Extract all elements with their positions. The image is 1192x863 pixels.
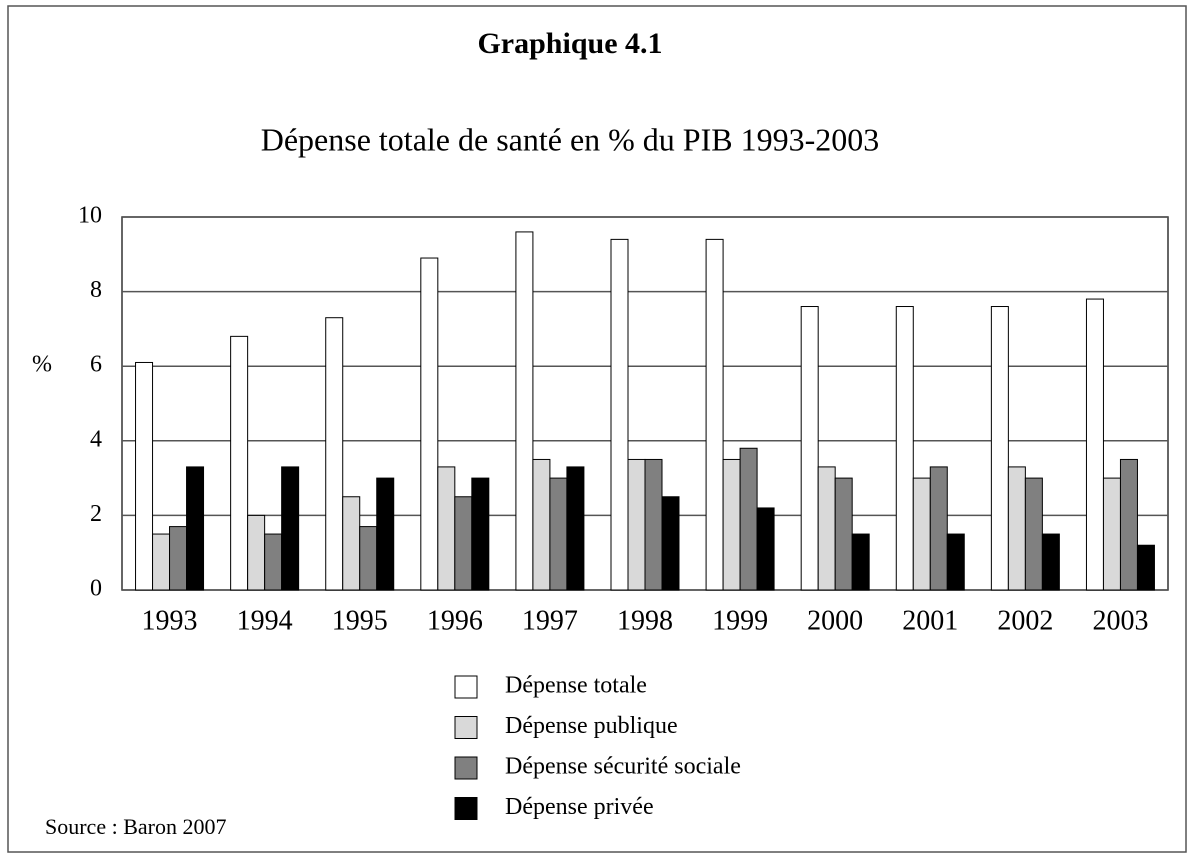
bar: [1085, 298, 1104, 591]
bar: [454, 496, 473, 591]
bar: [627, 458, 646, 591]
bar: [722, 458, 741, 591]
bar: [420, 257, 439, 591]
bar: [929, 466, 948, 591]
bar: [946, 533, 965, 591]
bar: [1041, 533, 1060, 591]
x-tick-label: 1996: [427, 605, 483, 636]
chart-subtitle: Dépense totale de santé en % du PIB 1993…: [261, 121, 880, 157]
bar: [549, 477, 568, 591]
bar: [817, 466, 836, 591]
legend-label: Dépense totale: [505, 673, 647, 699]
bar: [471, 477, 490, 591]
bar: [281, 466, 300, 591]
legend-label: Dépense publique: [505, 713, 678, 739]
bar: [515, 231, 534, 591]
legend-swatch: [454, 675, 478, 699]
bar: [756, 507, 775, 591]
bar: [990, 306, 1009, 591]
bar: [264, 533, 283, 591]
bar: [895, 306, 914, 591]
x-tick-label: 1998: [617, 605, 673, 636]
legend-swatch: [454, 756, 478, 780]
y-tick-label: 0: [90, 576, 102, 602]
legend-swatch: [454, 797, 478, 820]
bar: [247, 514, 266, 591]
x-tick-label: 1995: [332, 605, 388, 636]
bar: [566, 466, 585, 591]
y-tick-label: 10: [78, 203, 102, 229]
bar: [834, 477, 853, 591]
bar: [1119, 458, 1138, 591]
y-tick-label: 8: [90, 277, 102, 303]
bar: [912, 477, 931, 591]
legend-label: Dépense privée: [505, 794, 654, 820]
bar: [186, 466, 205, 591]
x-tick-label: 1994: [237, 605, 293, 636]
x-tick-label: 1993: [142, 605, 198, 636]
bar: [800, 306, 819, 591]
bar: [705, 238, 724, 591]
x-tick-label: 2003: [1092, 605, 1148, 636]
bar: [1136, 544, 1155, 591]
bar: [644, 458, 663, 591]
bar: [325, 317, 344, 591]
y-axis-label: %: [32, 352, 52, 378]
bar: [376, 477, 395, 591]
y-tick-label: 2: [90, 501, 102, 527]
bar: [739, 447, 758, 591]
bar: [851, 533, 870, 591]
x-tick-label: 2000: [807, 605, 863, 636]
legend-swatch: [454, 716, 478, 739]
y-tick-label: 4: [90, 426, 102, 452]
y-tick-label: 6: [90, 352, 102, 378]
bar: [610, 238, 629, 591]
bar: [1024, 477, 1043, 591]
bar: [135, 361, 154, 591]
bar: [1007, 466, 1026, 591]
bar: [342, 496, 361, 591]
source-note: Source : Baron 2007: [45, 814, 226, 839]
x-tick-label: 1997: [522, 605, 578, 636]
x-tick-label: 1999: [712, 605, 768, 636]
bar: [169, 526, 188, 591]
x-tick-label: 2001: [902, 605, 958, 636]
bar: [152, 533, 171, 591]
x-tick-label: 2002: [997, 605, 1053, 636]
bar: [359, 526, 378, 591]
legend-label: Dépense sécurité sociale: [505, 754, 741, 780]
bar: [532, 458, 551, 591]
bar: [661, 496, 680, 591]
bar: [230, 335, 249, 591]
bar: [1102, 477, 1121, 591]
bar: [437, 466, 456, 591]
chart-title: Graphique 4.1: [477, 27, 662, 60]
